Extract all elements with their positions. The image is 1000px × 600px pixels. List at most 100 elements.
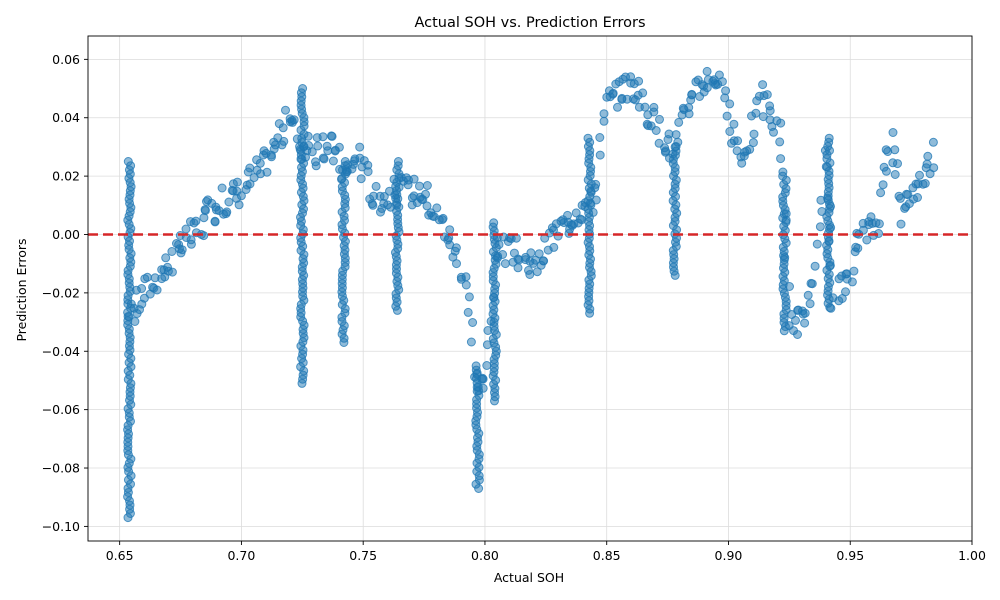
data-point [525, 270, 535, 279]
data-point [812, 239, 822, 249]
data-point [729, 119, 739, 129]
data-point [236, 191, 246, 201]
data-point [482, 361, 492, 370]
y-tick-label: 0.02 [52, 169, 80, 184]
data-point [824, 133, 834, 143]
data-point [775, 137, 785, 147]
data-point [879, 162, 889, 172]
data-point [167, 247, 177, 256]
data-point [769, 127, 778, 137]
data-point [920, 179, 930, 188]
x-axis-ticks: 0.65 0.70 0.75 0.80 0.85 0.90 0.95 1.00 [106, 541, 986, 563]
data-point [421, 189, 430, 199]
x-tick-label: 0.75 [349, 548, 377, 563]
data-point [803, 290, 813, 300]
data-point [923, 151, 933, 161]
data-point [368, 200, 378, 210]
y-tick-label: 0.00 [52, 227, 80, 242]
data-point [888, 128, 898, 137]
data-point [608, 88, 618, 98]
data-point [311, 157, 320, 167]
data-point [461, 272, 471, 282]
data-point [913, 193, 922, 202]
data-point [313, 141, 323, 151]
data-point [245, 179, 255, 189]
data-point [874, 219, 884, 229]
data-point [307, 147, 317, 157]
data-point [232, 177, 242, 187]
data-point [463, 307, 473, 317]
data-point [278, 123, 288, 133]
data-point [363, 167, 373, 177]
data-point [142, 272, 152, 282]
data-point [733, 136, 743, 146]
x-tick-label: 0.95 [836, 548, 864, 563]
data-point [800, 308, 810, 318]
data-point [393, 157, 403, 166]
data-point [340, 157, 350, 166]
data-point [762, 90, 772, 100]
data-point [262, 167, 272, 177]
data-point [432, 203, 442, 213]
y-tick-label: −0.10 [42, 519, 80, 534]
data-point [255, 158, 265, 168]
data-point [847, 277, 857, 287]
data-point [674, 117, 684, 127]
grid [88, 36, 973, 541]
data-point [725, 99, 735, 109]
data-point [849, 266, 859, 276]
data-point [322, 141, 332, 151]
data-point [513, 263, 523, 273]
data-point [748, 138, 758, 148]
x-tick-label: 0.80 [471, 548, 499, 563]
data-point [356, 174, 366, 184]
data-point [851, 242, 861, 252]
data-point [895, 193, 905, 203]
data-point [765, 101, 775, 111]
data-point [815, 222, 825, 232]
data-point [437, 215, 447, 225]
y-tick-label: 0.04 [52, 110, 80, 125]
data-point [267, 152, 276, 162]
data-point [720, 93, 730, 103]
data-point [595, 133, 605, 142]
y-tick-label: −0.08 [42, 461, 80, 476]
data-point [123, 157, 133, 166]
data-point [186, 235, 196, 245]
data-point [634, 76, 644, 86]
data-point [649, 107, 659, 117]
data-point [210, 217, 220, 227]
data-point [751, 108, 761, 118]
data-point [422, 201, 432, 211]
data-point [298, 84, 308, 93]
data-point [371, 181, 381, 191]
x-tick-label: 0.65 [106, 548, 134, 563]
data-point [640, 102, 650, 112]
data-point [415, 181, 424, 191]
data-point [896, 219, 906, 229]
data-point [409, 174, 419, 184]
data-point [776, 154, 786, 164]
data-point [534, 249, 544, 259]
data-point [445, 225, 455, 235]
data-point [245, 163, 255, 173]
data-point [532, 267, 542, 277]
x-tick-label: 1.00 [958, 548, 986, 563]
data-point [702, 66, 712, 76]
data-point [318, 132, 328, 142]
data-point [651, 126, 661, 135]
data-point [466, 337, 476, 347]
data-point [152, 285, 162, 295]
data-point [181, 224, 191, 234]
data-point [379, 192, 389, 201]
data-point [281, 105, 290, 115]
data-point [217, 183, 227, 193]
data-point [778, 171, 788, 181]
data-point [328, 156, 338, 166]
data-point [334, 142, 344, 152]
data-point [471, 361, 481, 371]
data-point [289, 115, 299, 125]
data-point [805, 299, 815, 309]
data-point [526, 248, 536, 258]
